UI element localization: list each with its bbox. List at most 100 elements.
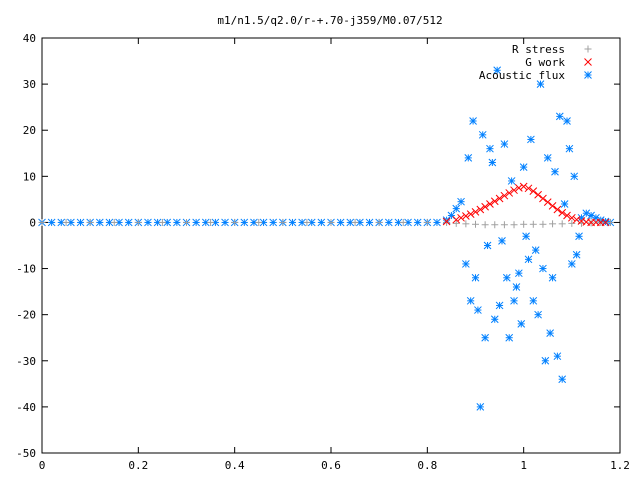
point-acoustic-flux [490, 315, 499, 324]
point-acoustic-flux [534, 310, 542, 319]
point-acoustic-flux [541, 356, 550, 365]
point-acoustic-flux [553, 352, 562, 361]
point-acoustic-flux [317, 218, 326, 227]
point-r-stress [568, 219, 576, 227]
point-r-stress [110, 218, 118, 226]
y-tick-label: -10 [16, 263, 36, 276]
point-r-stress [452, 219, 460, 227]
point-acoustic-flux [539, 264, 547, 273]
point-acoustic-flux [500, 140, 509, 148]
point-acoustic-flux [510, 296, 518, 305]
y-tick-label: -40 [16, 401, 36, 414]
point-g-work [548, 201, 557, 210]
point-g-work [553, 205, 562, 214]
x-tick-label: 0 [39, 459, 46, 472]
point-acoustic-flux [144, 218, 152, 227]
point-g-work [452, 215, 461, 224]
point-r-stress [520, 220, 528, 228]
point-acoustic-flux [471, 273, 480, 282]
legend-label: Acoustic flux [479, 69, 565, 82]
point-acoustic-flux [486, 144, 494, 153]
point-acoustic-flux [527, 135, 535, 144]
point-r-stress [375, 218, 383, 226]
point-g-work [510, 186, 518, 195]
point-acoustic-flux [95, 218, 104, 227]
point-acoustic-flux [488, 158, 497, 167]
point-acoustic-flux [536, 80, 545, 88]
point-r-stress [399, 218, 407, 226]
point-acoustic-flux [498, 237, 506, 245]
point-acoustic-flux [567, 260, 576, 268]
x-tick-label: 0.6 [321, 459, 341, 472]
point-g-work [524, 184, 533, 193]
point-r-stress [510, 221, 518, 229]
point-acoustic-flux [505, 333, 514, 342]
point-acoustic-flux [495, 301, 504, 310]
point-acoustic-flux [548, 273, 557, 282]
point-r-stress [327, 218, 335, 226]
point-acoustic-flux [575, 232, 583, 241]
point-r-stress [183, 218, 190, 226]
legend-marker [584, 71, 592, 79]
point-r-stress [423, 218, 431, 226]
point-g-work [539, 194, 547, 203]
point-acoustic-flux [601, 217, 610, 226]
plot-axes: 0 0.2 0.4 0.6 0.8 1 1.2 40 30 20 10 0 -10 -20 -30 -40 -5… [16, 32, 630, 472]
point-acoustic-flux [514, 269, 523, 278]
y-tick-label: -50 [16, 447, 36, 460]
point-r-stress [606, 218, 614, 226]
point-g-work [543, 198, 552, 207]
point-acoustic-flux [555, 112, 564, 121]
point-acoustic-flux [240, 218, 249, 227]
point-acoustic-flux [558, 375, 567, 384]
point-acoustic-flux [469, 117, 477, 125]
point-acoustic-flux [47, 218, 56, 227]
point-acoustic-flux [124, 218, 133, 227]
plot-marks [38, 66, 615, 411]
point-acoustic-flux [483, 241, 492, 250]
point-g-work [534, 190, 542, 199]
point-acoustic-flux [570, 172, 579, 181]
point-r-stress [491, 221, 499, 229]
point-g-work [481, 202, 489, 211]
point-acoustic-flux [259, 218, 268, 227]
point-acoustic-flux [565, 144, 574, 153]
point-acoustic-flux [551, 167, 559, 176]
point-acoustic-flux [192, 218, 200, 227]
point-r-stress [303, 218, 311, 226]
point-g-work [476, 205, 485, 214]
x-tick-label: 1.2 [610, 459, 630, 472]
y-tick-label: 0 [29, 216, 36, 229]
point-g-work [514, 184, 523, 192]
y-tick-label: -20 [16, 309, 36, 322]
point-acoustic-flux [384, 218, 393, 227]
point-r-stress [558, 220, 566, 228]
point-acoustic-flux [462, 260, 470, 268]
point-acoustic-flux [457, 197, 465, 206]
point-acoustic-flux [563, 117, 571, 125]
point-acoustic-flux [173, 218, 181, 227]
point-acoustic-flux [307, 218, 316, 227]
point-r-stress [351, 218, 359, 226]
point-acoustic-flux [481, 333, 489, 342]
point-acoustic-flux [546, 329, 555, 337]
point-r-stress [158, 218, 166, 226]
point-acoustic-flux [105, 218, 114, 227]
point-g-work [567, 213, 576, 222]
point-acoustic-flux [76, 218, 85, 227]
point-acoustic-flux [464, 154, 473, 162]
point-g-work [462, 212, 470, 220]
point-acoustic-flux [493, 66, 502, 75]
point-acoustic-flux [476, 403, 485, 411]
point-acoustic-flux [466, 296, 475, 305]
point-g-work [500, 191, 509, 200]
point-acoustic-flux [572, 250, 581, 259]
point-acoustic-flux [502, 273, 511, 282]
y-tick-label: 20 [23, 124, 36, 137]
x-tick-label: 0.4 [225, 459, 245, 472]
point-acoustic-flux [365, 218, 374, 227]
legend-label: G work [525, 56, 565, 69]
legend-marker [584, 58, 592, 66]
